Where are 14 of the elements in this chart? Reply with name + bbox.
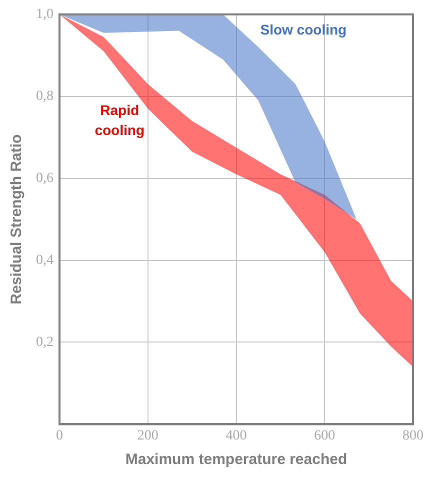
x-tick-label: 400 [226,428,247,444]
legend-label: Slow cooling [260,22,347,38]
y-tick-label: 0,6 [36,170,54,186]
x-tick-label: 800 [402,428,424,444]
y-tick-label: 1,0 [36,7,54,22]
y-tick-label: 0,2 [36,334,54,350]
legend-label: Rapid cooling [94,102,144,138]
x-tick-label: 600 [314,428,336,444]
y-tick-label: 0,4 [36,252,54,268]
x-tick-label: 0 [56,428,63,444]
x-tick-label: 200 [137,428,158,444]
y-axis-title: Residual Strength Ratio [8,134,26,304]
x-axis-title: Maximum temperature reached [125,451,348,468]
y-tick-label: 0,8 [36,89,54,104]
